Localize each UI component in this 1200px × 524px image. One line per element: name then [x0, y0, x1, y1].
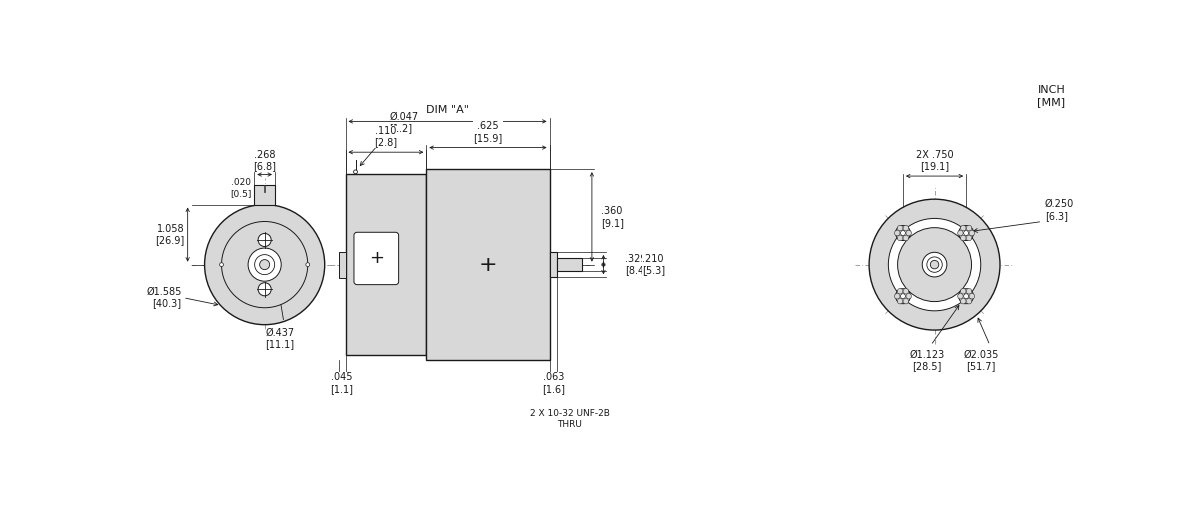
Circle shape: [898, 227, 972, 302]
Circle shape: [960, 299, 966, 304]
Text: +: +: [368, 249, 384, 267]
Circle shape: [894, 293, 900, 299]
Text: .625
[15.9]: .625 [15.9]: [473, 122, 503, 143]
Circle shape: [898, 235, 902, 241]
Circle shape: [894, 230, 900, 236]
Circle shape: [906, 293, 912, 299]
Circle shape: [898, 225, 902, 231]
Circle shape: [888, 219, 980, 311]
Text: +: +: [479, 255, 497, 275]
Bar: [557, 258, 582, 271]
Text: Ø.250
[6.3]: Ø.250 [6.3]: [1045, 199, 1074, 221]
Text: .110
[2.8]: .110 [2.8]: [374, 126, 397, 148]
Text: .329
[8.4]: .329 [8.4]: [625, 254, 648, 276]
Circle shape: [964, 293, 968, 299]
Circle shape: [898, 289, 902, 294]
Text: Ø.437
[11.1]: Ø.437 [11.1]: [265, 328, 295, 350]
Circle shape: [220, 263, 223, 267]
Text: .210
[5.3]: .210 [5.3]: [642, 254, 665, 276]
Circle shape: [869, 199, 1000, 330]
Circle shape: [259, 259, 270, 270]
Bar: [426, 169, 550, 360]
Bar: [550, 252, 557, 277]
Circle shape: [966, 289, 972, 294]
Bar: [346, 174, 426, 355]
Text: Ø2.035
[51.7]: Ø2.035 [51.7]: [964, 350, 998, 371]
Text: .063
[1.6]: .063 [1.6]: [542, 373, 565, 394]
Circle shape: [254, 255, 275, 275]
Text: Ø1.585
[40.3]: Ø1.585 [40.3]: [146, 287, 181, 309]
Circle shape: [900, 293, 906, 299]
Text: 2 X 10-32 UNF-2B
THRU: 2 X 10-32 UNF-2B THRU: [529, 409, 610, 429]
Circle shape: [204, 204, 325, 325]
Circle shape: [904, 299, 908, 304]
Bar: [264, 184, 265, 192]
Circle shape: [248, 248, 281, 281]
Circle shape: [904, 235, 908, 241]
Circle shape: [898, 299, 902, 304]
Circle shape: [904, 225, 908, 231]
Circle shape: [959, 225, 973, 241]
Circle shape: [970, 230, 974, 236]
Circle shape: [926, 257, 942, 272]
Circle shape: [930, 260, 938, 269]
Circle shape: [966, 225, 972, 231]
Circle shape: [964, 231, 968, 236]
Circle shape: [923, 252, 947, 277]
Circle shape: [960, 225, 966, 231]
Circle shape: [895, 289, 911, 304]
Text: Ø.047
[1.2]: Ø.047 [1.2]: [389, 111, 419, 133]
Circle shape: [958, 293, 964, 299]
Text: 1.058
[26.9]: 1.058 [26.9]: [155, 224, 185, 245]
Circle shape: [904, 289, 908, 294]
Circle shape: [306, 263, 310, 267]
Circle shape: [222, 222, 307, 308]
Circle shape: [906, 230, 912, 236]
Circle shape: [966, 299, 972, 304]
Circle shape: [258, 283, 271, 296]
Text: .268
[6.8]: .268 [6.8]: [253, 150, 276, 171]
Circle shape: [960, 235, 966, 241]
Text: .020
[0.5]: .020 [0.5]: [230, 179, 251, 198]
Text: Ø1.123
[28.5]: Ø1.123 [28.5]: [910, 350, 944, 371]
Circle shape: [960, 289, 966, 294]
FancyBboxPatch shape: [354, 232, 398, 285]
Circle shape: [258, 233, 271, 246]
Circle shape: [354, 170, 358, 174]
Circle shape: [959, 289, 973, 304]
Circle shape: [900, 231, 906, 236]
Circle shape: [966, 235, 972, 241]
Text: .045
[1.1]: .045 [1.1]: [330, 373, 354, 394]
Text: INCH
[MM]: INCH [MM]: [1037, 85, 1066, 107]
Text: 2X .750
[19.1]: 2X .750 [19.1]: [916, 150, 953, 171]
Bar: [254, 184, 275, 204]
Circle shape: [970, 293, 974, 299]
Bar: [338, 252, 346, 278]
Circle shape: [958, 230, 964, 236]
Text: DIM "A": DIM "A": [426, 105, 469, 115]
Circle shape: [895, 225, 911, 241]
Text: .360
[9.1]: .360 [9.1]: [601, 206, 624, 228]
